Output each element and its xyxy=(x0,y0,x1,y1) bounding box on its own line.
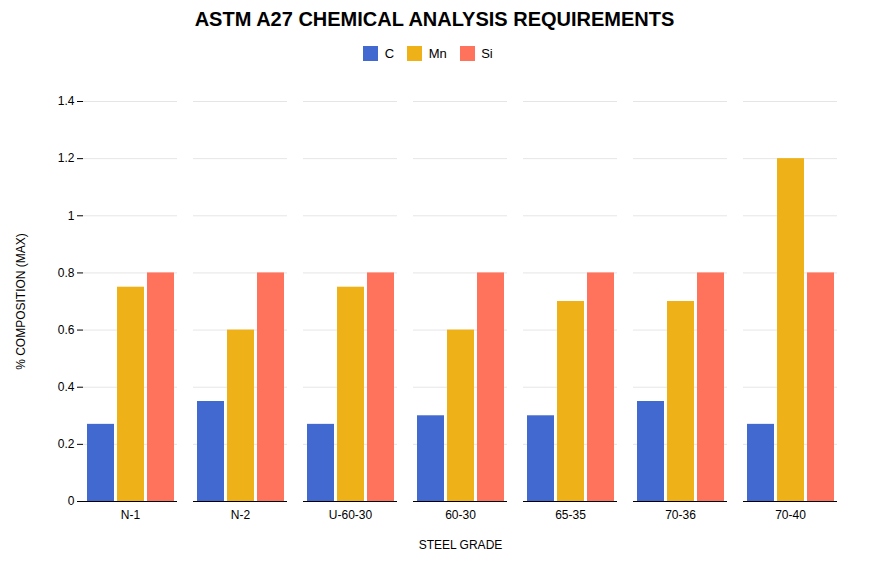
svg-text:0: 0 xyxy=(68,494,75,508)
html-text:C: C xyxy=(384,46,395,61)
svg-text:60-30: 60-30 xyxy=(445,508,476,522)
svg-text:STEEL GRADE: STEEL GRADE xyxy=(419,537,503,551)
svg-text:U-60-30: U-60-30 xyxy=(329,508,373,522)
svg-text:1.2: 1.2 xyxy=(58,151,75,165)
html-text:ASTM A27 CHEMICAL ANALYSIS REQ: ASTM A27 CHEMICAL ANALYSIS REQUIREMENTS xyxy=(194,8,675,30)
svg-text:70-36: 70-36 xyxy=(665,508,696,522)
svg-text:% COMPOSITION (MAX): % COMPOSITION (MAX) xyxy=(14,233,28,370)
svg-text:N-2: N-2 xyxy=(231,508,251,522)
svg-text:0.6: 0.6 xyxy=(58,322,75,336)
svg-text:1: 1 xyxy=(68,208,75,222)
html-text:Mn: Mn xyxy=(428,46,447,61)
html-text:Si: Si xyxy=(481,46,493,61)
svg-text:0.4: 0.4 xyxy=(58,380,75,394)
svg-text:0.8: 0.8 xyxy=(58,265,75,279)
svg-text:65-35: 65-35 xyxy=(555,508,586,522)
svg-text:0.2: 0.2 xyxy=(58,437,75,451)
svg-text:N-1: N-1 xyxy=(121,508,141,522)
svg-text:1.4: 1.4 xyxy=(58,94,75,108)
svg-text:70-40: 70-40 xyxy=(775,508,806,522)
